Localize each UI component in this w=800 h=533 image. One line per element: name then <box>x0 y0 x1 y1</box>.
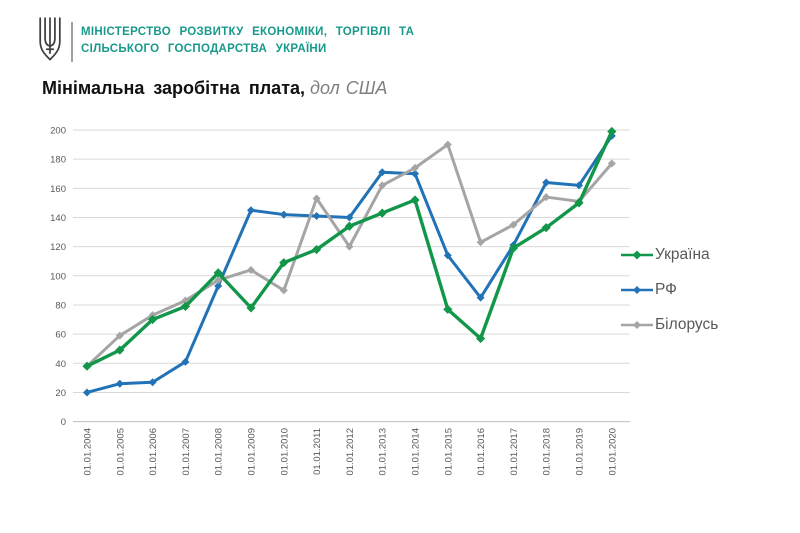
data-point <box>443 251 452 260</box>
data-point <box>181 357 190 366</box>
data-point <box>541 223 551 233</box>
data-point <box>180 301 190 312</box>
data-point <box>312 194 321 203</box>
data-point <box>476 293 485 302</box>
ministry-name-line2: СІЛЬСЬКОГО ГОСПОДАРСТВА УКРАЇНИ <box>81 43 327 55</box>
x-tick-label: 01.01.2008 <box>214 428 225 476</box>
data-point <box>476 333 486 344</box>
data-point <box>312 244 322 255</box>
legend-label: Україна <box>655 246 710 263</box>
x-tick-label: 01.01.2015 <box>443 428 454 476</box>
page-title-unit: дол США <box>310 78 388 98</box>
data-point <box>574 198 584 208</box>
data-point <box>213 268 223 278</box>
data-point <box>148 314 158 325</box>
ukraine-trident-icon <box>39 17 61 61</box>
data-point <box>344 221 354 231</box>
y-tick-label: 180 <box>50 155 66 166</box>
legend-marker-ukraine-icon <box>621 250 653 260</box>
x-tick-label: 01.01.2012 <box>345 428 356 476</box>
y-tick-label: 100 <box>50 271 66 282</box>
series-line-Білорусь <box>85 143 614 368</box>
x-tick-label: 01.01.2011 <box>312 428 323 475</box>
data-point <box>115 379 124 388</box>
y-tick-label: 0 <box>61 417 66 428</box>
chart-legend: Україна РФ Білорусь <box>620 244 718 336</box>
data-point <box>247 265 255 274</box>
data-point <box>214 276 223 285</box>
x-tick-label: 01.01.2005 <box>115 428 126 476</box>
data-point <box>83 388 91 397</box>
data-point <box>509 220 518 229</box>
y-tick-label: 120 <box>50 242 66 253</box>
ministry-name-line1: МІНІСТЕРСТВО РОЗВИТКУ ЕКОНОМІКИ, ТОРГІВЛ… <box>81 26 415 38</box>
y-tick-label: 140 <box>50 213 66 224</box>
x-tick-label: 01.01.2010 <box>279 428 290 476</box>
data-point <box>345 213 354 222</box>
x-tick-label: 01.01.2014 <box>411 428 422 476</box>
x-tick-label: 01.01.2007 <box>181 428 192 476</box>
data-point <box>312 212 321 221</box>
data-point <box>247 206 255 215</box>
x-tick-label: 01.01.2019 <box>575 428 586 476</box>
legend-label: Білорусь <box>655 316 719 333</box>
data-point <box>279 286 288 295</box>
y-tick-label: 60 <box>55 330 66 341</box>
legend-label: РФ <box>655 281 677 298</box>
data-point <box>607 126 617 137</box>
y-tick-label: 40 <box>55 359 66 370</box>
data-point <box>542 178 551 187</box>
data-point <box>279 210 288 219</box>
data-point <box>508 243 518 253</box>
y-tick-label: 200 <box>50 126 66 137</box>
data-point <box>443 140 452 149</box>
header-divider <box>71 22 73 62</box>
data-point <box>575 181 583 190</box>
y-tick-label: 80 <box>55 300 66 311</box>
data-point <box>443 304 453 314</box>
data-point <box>214 282 223 291</box>
x-tick-label: 01.01.2020 <box>607 428 618 476</box>
page-title: Мінімальна заробітна плата, дол США <box>42 78 387 99</box>
legend-item-ukraine: Україна <box>620 244 718 266</box>
data-point <box>411 169 419 178</box>
page-title-main: Мінімальна заробітна плата, <box>42 78 306 98</box>
ministry-name: МІНІСТЕРСТВО РОЗВИТКУ ЕКОНОМІКИ, ТОРГІВЛ… <box>81 24 414 58</box>
x-tick-label: 01.01.2004 <box>83 428 94 476</box>
x-tick-label: 01.01.2006 <box>148 428 159 476</box>
data-point <box>82 361 92 371</box>
data-point <box>410 195 420 205</box>
y-tick-label: 20 <box>55 388 66 399</box>
data-point <box>377 208 387 218</box>
legend-marker-belarus-icon <box>621 321 653 329</box>
data-point <box>279 258 289 268</box>
series-line-РФ <box>85 134 614 394</box>
x-tick-label: 01.01.2018 <box>542 428 553 476</box>
x-tick-label: 01.01.2009 <box>247 428 258 476</box>
legend-item-rf: РФ <box>620 279 718 301</box>
y-tick-label: 160 <box>50 184 66 195</box>
data-point <box>476 238 485 247</box>
data-point <box>542 193 551 202</box>
data-point <box>115 331 124 340</box>
legend-marker-rf-icon <box>621 286 653 294</box>
data-point <box>378 181 387 190</box>
data-point <box>246 303 256 313</box>
data-point <box>115 345 125 355</box>
data-point <box>411 163 419 172</box>
data-point <box>148 378 157 387</box>
x-tick-label: 01.01.2017 <box>509 428 520 476</box>
data-point <box>378 168 387 177</box>
x-tick-label: 01.01.2016 <box>476 428 487 476</box>
data-point <box>607 159 616 168</box>
x-tick-label: 01.01.2013 <box>378 428 389 476</box>
data-point <box>345 242 354 251</box>
legend-item-belarus: Білорусь <box>620 314 718 336</box>
